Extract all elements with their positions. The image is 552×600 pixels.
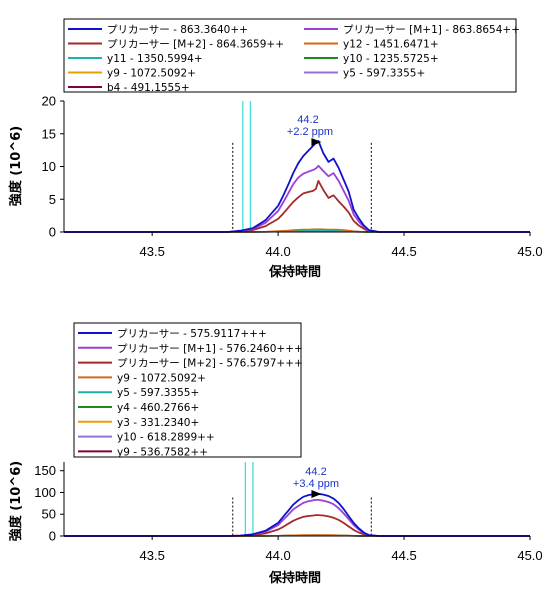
chart-2-annotation-ppm: +3.4 ppm bbox=[293, 478, 339, 490]
chart-2-y-tick-label: 0 bbox=[49, 529, 56, 544]
chart-1-series-line bbox=[64, 228, 530, 233]
chart-2-series-line bbox=[64, 514, 530, 537]
chart-2-legend-label: y5 - 597.3355+ bbox=[117, 387, 199, 399]
chart-1-legend-label: プリカーサー [M+1] - 863.8654++ bbox=[343, 24, 520, 36]
chart-2-x-tick-label: 44.5 bbox=[391, 548, 416, 563]
chart-1-legend-label: y11 - 1350.5994+ bbox=[107, 53, 203, 65]
chart-2-x-tick-label: 44.0 bbox=[265, 548, 290, 563]
chart-2-legend-entries: プリカーサー - 575.9117+++ プリカーサー [M+1] - 576.2… bbox=[78, 328, 303, 458]
chart-2-y-axis-title: 強度 (10^6) bbox=[8, 461, 24, 541]
chart-1-annotation-rt: 44.2 bbox=[297, 114, 318, 126]
chart-2: プリカーサー - 575.9117+++ プリカーサー [M+1] - 576.2… bbox=[8, 322, 543, 586]
chart-2-x-tick-label: 45.0 bbox=[517, 548, 542, 563]
chart-1-y-tick-label: 20 bbox=[42, 94, 56, 109]
chart-1-legend-box bbox=[63, 18, 517, 93]
chart-1-apex-marker bbox=[311, 138, 322, 146]
chart-2-legend-label: プリカーサー [M+2] - 576.5797+++ bbox=[117, 358, 303, 370]
chart-2-annotation-rt: 44.2 bbox=[305, 466, 326, 478]
chart-1-legend-label: y10 - 1235.5725+ bbox=[343, 53, 439, 65]
chart-1-y-tick-label: 5 bbox=[49, 192, 56, 207]
chart-1-legend-label: y9 - 1072.5092+ bbox=[107, 68, 196, 80]
chart-2-legend-label: プリカーサー [M+1] - 576.2460+++ bbox=[117, 343, 303, 355]
chart-1-legend-label: プリカーサー - 863.3640++ bbox=[107, 24, 248, 36]
chart-1: プリカーサー - 863.3640++ プリカーサー [M+1] - 863.86… bbox=[8, 18, 543, 280]
chart-1-legend: プリカーサー - 863.3640++ プリカーサー [M+1] - 863.86… bbox=[63, 18, 520, 94]
chart-2-legend-label: y10 - 618.2899++ bbox=[117, 432, 215, 444]
chart-2-series-line bbox=[64, 498, 530, 537]
chart-1-legend-label: b4 - 491.1555+ bbox=[107, 82, 190, 94]
chart-1-y-tick-label: 15 bbox=[42, 126, 56, 141]
chart-2-legend-label: プリカーサー - 575.9117+++ bbox=[117, 328, 267, 340]
chart-2-apex-marker bbox=[311, 490, 322, 498]
chart-1-x-ticks: 43.5 44.0 44.5 45.0 bbox=[140, 232, 543, 259]
chart-2-x-tick-label: 43.5 bbox=[140, 548, 165, 563]
chart-2-y-tick-label: 100 bbox=[34, 485, 56, 500]
chart-1-x-axis-title: 保持時間 bbox=[268, 264, 321, 280]
chart-1-x-tick-label: 44.0 bbox=[265, 244, 290, 259]
chart-1-y-ticks: 0 5 10 15 20 bbox=[42, 94, 64, 240]
chart-2-y-tick-label: 150 bbox=[34, 463, 56, 478]
chart-2-legend-label: y9 - 536.7582++ bbox=[117, 446, 208, 458]
chart-2-legend-box bbox=[73, 322, 302, 458]
chart-1-x-tick-label: 45.0 bbox=[517, 244, 542, 259]
chart-1-y-tick-label: 10 bbox=[42, 159, 56, 174]
chart-1-y-tick-label: 0 bbox=[49, 225, 56, 240]
chart-1-series-line bbox=[64, 179, 530, 233]
chart-2-y-ticks: 0 50 100 150 bbox=[34, 463, 64, 544]
chart-1-x-tick-label: 43.5 bbox=[140, 244, 165, 259]
chart-1-x-tick-label: 44.5 bbox=[391, 244, 416, 259]
chart-2-legend: プリカーサー - 575.9117+++ プリカーサー [M+1] - 576.2… bbox=[73, 322, 303, 458]
chart-1-legend-label: y12 - 1451.6471+ bbox=[343, 39, 439, 51]
chart-1-legend-entries: プリカーサー - 863.3640++ プリカーサー [M+1] - 863.86… bbox=[68, 24, 520, 94]
chart-1-series-line bbox=[64, 164, 530, 233]
chart-1-legend-label: y5 - 597.3355+ bbox=[343, 68, 425, 80]
chart-2-x-ticks: 43.5 44.0 44.5 45.0 bbox=[140, 536, 543, 563]
chart-2-y-tick-label: 50 bbox=[42, 507, 56, 522]
chart-2-legend-label: y4 - 460.2766+ bbox=[117, 402, 199, 414]
chart-2-legend-label: y3 - 331.2340+ bbox=[117, 417, 199, 429]
chart-1-legend-label: プリカーサー [M+2] - 864.3659++ bbox=[107, 39, 284, 51]
chart-1-annotation-ppm: +2.2 ppm bbox=[287, 126, 333, 138]
chart-2-x-axis-title: 保持時間 bbox=[268, 570, 321, 586]
chart-1-y-axis-title: 強度 (10^6) bbox=[8, 126, 24, 206]
chart-2-legend-label: y9 - 1072.5092+ bbox=[117, 372, 206, 384]
